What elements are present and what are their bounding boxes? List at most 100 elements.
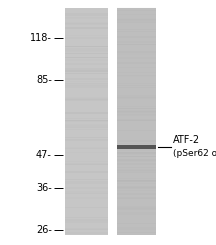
Bar bbox=[65, 14, 108, 16]
Bar bbox=[117, 153, 156, 155]
Bar bbox=[65, 207, 108, 208]
Bar bbox=[117, 113, 156, 115]
Bar bbox=[117, 160, 156, 162]
Bar bbox=[117, 198, 156, 199]
Bar bbox=[117, 110, 156, 111]
Bar bbox=[117, 172, 156, 173]
Bar bbox=[117, 114, 156, 116]
Bar bbox=[65, 197, 108, 198]
Bar bbox=[117, 41, 156, 43]
Bar bbox=[65, 182, 108, 183]
Bar bbox=[65, 99, 108, 101]
Bar bbox=[65, 57, 108, 58]
Bar bbox=[117, 31, 156, 32]
Bar bbox=[117, 145, 156, 149]
Bar bbox=[65, 53, 108, 54]
Bar bbox=[117, 21, 156, 22]
Bar bbox=[117, 190, 156, 191]
Bar bbox=[65, 229, 108, 230]
Bar bbox=[117, 152, 156, 154]
Bar bbox=[117, 206, 156, 207]
Bar bbox=[65, 17, 108, 18]
Bar bbox=[65, 118, 108, 119]
Bar bbox=[65, 27, 108, 29]
Bar bbox=[65, 171, 108, 172]
Bar bbox=[117, 197, 156, 199]
Bar bbox=[117, 227, 156, 229]
Text: 118-: 118- bbox=[30, 34, 52, 43]
Bar bbox=[117, 159, 156, 160]
Bar bbox=[117, 53, 156, 55]
Text: 36-: 36- bbox=[36, 184, 52, 194]
Bar bbox=[65, 147, 108, 149]
Bar bbox=[117, 159, 156, 161]
Bar bbox=[117, 18, 156, 20]
Bar bbox=[65, 120, 108, 121]
Bar bbox=[65, 139, 108, 140]
Bar bbox=[65, 98, 108, 100]
Bar bbox=[117, 149, 156, 151]
Bar bbox=[65, 27, 108, 29]
Bar bbox=[65, 191, 108, 193]
Text: ATF-2: ATF-2 bbox=[173, 135, 200, 145]
Bar bbox=[117, 207, 156, 209]
Bar bbox=[65, 53, 108, 54]
Bar bbox=[117, 232, 156, 233]
Bar bbox=[117, 8, 156, 235]
Bar bbox=[117, 156, 156, 158]
Text: 26-: 26- bbox=[36, 225, 52, 234]
Bar bbox=[117, 146, 156, 147]
Bar bbox=[117, 212, 156, 213]
Bar bbox=[65, 27, 108, 29]
Bar bbox=[65, 70, 108, 71]
Bar bbox=[65, 221, 108, 223]
Bar bbox=[65, 78, 108, 80]
Bar bbox=[117, 95, 156, 97]
Bar bbox=[65, 164, 108, 165]
Bar bbox=[65, 179, 108, 180]
Bar bbox=[65, 57, 108, 59]
Bar bbox=[65, 152, 108, 153]
Bar bbox=[65, 125, 108, 127]
Bar bbox=[65, 35, 108, 36]
Bar bbox=[65, 23, 108, 25]
Bar bbox=[117, 180, 156, 182]
Text: 85-: 85- bbox=[36, 75, 52, 85]
Bar bbox=[117, 98, 156, 99]
Bar bbox=[117, 108, 156, 109]
Bar bbox=[65, 181, 108, 182]
Bar bbox=[65, 193, 108, 194]
Bar bbox=[65, 71, 108, 72]
Bar bbox=[117, 156, 156, 157]
Bar bbox=[117, 120, 156, 122]
Bar bbox=[65, 68, 108, 70]
Bar bbox=[117, 223, 156, 224]
Bar bbox=[117, 75, 156, 76]
Bar bbox=[117, 169, 156, 171]
Bar bbox=[117, 180, 156, 181]
Bar bbox=[117, 207, 156, 208]
Bar bbox=[117, 111, 156, 112]
Bar bbox=[117, 85, 156, 86]
Bar bbox=[65, 51, 108, 52]
Bar bbox=[117, 44, 156, 46]
Bar bbox=[65, 160, 108, 161]
Bar bbox=[65, 81, 108, 83]
Bar bbox=[117, 51, 156, 53]
Bar bbox=[65, 129, 108, 130]
Bar bbox=[65, 8, 108, 235]
Bar bbox=[65, 98, 108, 100]
Bar bbox=[117, 106, 156, 107]
Bar bbox=[117, 213, 156, 214]
Bar bbox=[117, 36, 156, 38]
Bar bbox=[65, 137, 108, 138]
Bar bbox=[65, 46, 108, 47]
Bar bbox=[65, 112, 108, 114]
Bar bbox=[65, 59, 108, 61]
Bar bbox=[117, 181, 156, 182]
Bar bbox=[65, 112, 108, 114]
Bar bbox=[65, 228, 108, 230]
Bar bbox=[117, 72, 156, 74]
Bar bbox=[117, 186, 156, 187]
Bar bbox=[65, 183, 108, 184]
